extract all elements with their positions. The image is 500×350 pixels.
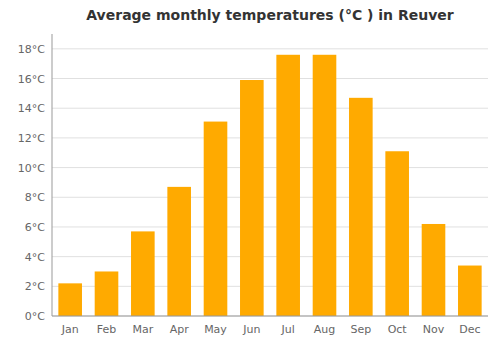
grid-line xyxy=(52,316,488,317)
x-tick-label: Apr xyxy=(170,323,190,336)
bar xyxy=(167,187,191,316)
y-tick-label: 14°C xyxy=(18,102,45,115)
x-tick-label: Sep xyxy=(350,323,371,336)
bar xyxy=(458,266,482,316)
x-tick-label: Nov xyxy=(423,323,445,336)
bar xyxy=(349,98,373,316)
x-tick-label: Mar xyxy=(132,323,153,336)
x-tick-label: Jan xyxy=(61,323,79,336)
y-tick-label: 0°C xyxy=(25,310,45,323)
grid-line xyxy=(52,137,488,138)
bar xyxy=(313,55,337,316)
bars xyxy=(58,55,481,316)
bar xyxy=(131,231,155,316)
y-tick-label: 6°C xyxy=(25,221,45,234)
x-axis-line xyxy=(52,316,488,317)
y-tick-label: 18°C xyxy=(18,43,45,56)
x-tick-label: Feb xyxy=(97,323,116,336)
y-tick-label: 16°C xyxy=(18,73,45,86)
grid xyxy=(52,49,488,316)
y-tick-label: 10°C xyxy=(18,162,45,175)
bar xyxy=(240,80,264,316)
grid-line xyxy=(52,48,488,49)
grid-line xyxy=(52,197,488,198)
chart-container: Average monthly temperatures (°C ) in Re… xyxy=(0,0,500,350)
y-tick-label: 4°C xyxy=(25,251,45,264)
x-tick-label: Jul xyxy=(281,323,295,336)
chart-svg: Average monthly temperatures (°C ) in Re… xyxy=(0,0,500,350)
x-tick-label: May xyxy=(204,323,227,336)
bar xyxy=(385,151,409,316)
y-tick-label: 2°C xyxy=(25,280,45,293)
bar xyxy=(58,283,82,316)
grid-line xyxy=(52,78,488,79)
x-tick-label: Dec xyxy=(459,323,480,336)
y-tick-label: 12°C xyxy=(18,132,45,145)
x-tick-label: Oct xyxy=(388,323,408,336)
grid-line xyxy=(52,108,488,109)
x-tick-label: Jun xyxy=(242,323,260,336)
x-tick-label: Aug xyxy=(314,323,335,336)
bar xyxy=(95,271,119,316)
chart-title: Average monthly temperatures (°C ) in Re… xyxy=(86,7,454,23)
grid-line xyxy=(52,167,488,168)
y-tick-label: 8°C xyxy=(25,191,45,204)
bar xyxy=(422,224,446,316)
y-axis-line xyxy=(52,34,53,316)
bar xyxy=(204,122,228,316)
bar xyxy=(276,55,300,316)
